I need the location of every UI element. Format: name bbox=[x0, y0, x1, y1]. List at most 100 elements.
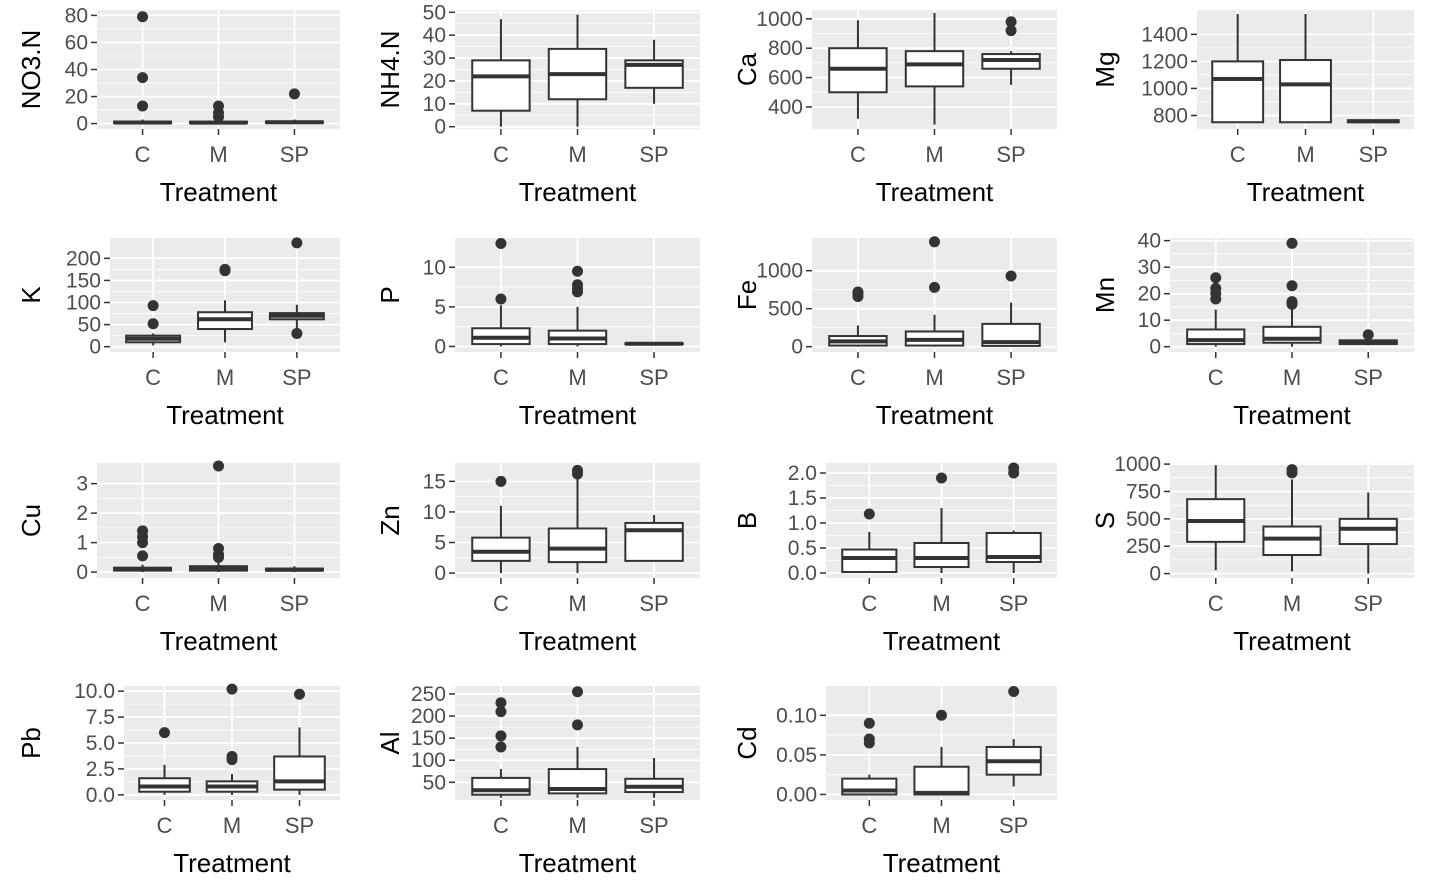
box-m bbox=[547, 686, 608, 798]
outlier-point bbox=[495, 475, 507, 487]
y-axis-title: K bbox=[16, 286, 46, 304]
box-m bbox=[197, 263, 253, 343]
outlier-point bbox=[288, 88, 300, 100]
x-axis-title: Treatment bbox=[160, 626, 278, 656]
box-c bbox=[1211, 14, 1265, 124]
x-tick-label-sp: SP bbox=[1354, 591, 1383, 616]
x-tick-label-m: M bbox=[1296, 142, 1314, 167]
y-tick-label: 1400 bbox=[1141, 23, 1188, 46]
x-tick-label-m: M bbox=[568, 813, 586, 838]
box-sp bbox=[624, 341, 684, 346]
y-tick-label: 20 bbox=[1138, 283, 1161, 306]
outlier-point bbox=[137, 525, 149, 537]
y-tick-label: 30 bbox=[1138, 256, 1161, 279]
outlier-point bbox=[147, 318, 159, 330]
iqr-box bbox=[273, 755, 326, 791]
y-tick-label: 50 bbox=[423, 771, 446, 794]
box-m bbox=[1262, 237, 1322, 347]
outlier-point bbox=[495, 293, 507, 305]
box-sp bbox=[981, 270, 1041, 347]
x-tick-label-c: C bbox=[493, 365, 509, 390]
y-tick-label: 0 bbox=[1149, 336, 1161, 359]
x-tick-label-c: C bbox=[493, 813, 509, 838]
outlier-point bbox=[294, 688, 305, 700]
box-sp bbox=[985, 462, 1042, 573]
y-axis-title: Ca bbox=[732, 52, 762, 86]
box-sp bbox=[1338, 492, 1398, 574]
box-sp bbox=[981, 16, 1041, 85]
x-tick-label-c: C bbox=[157, 813, 173, 838]
outlier-point bbox=[495, 706, 507, 718]
box-c bbox=[471, 697, 531, 798]
iqr-box bbox=[913, 542, 970, 568]
y-tick-label: 20 bbox=[423, 70, 446, 93]
x-tick-label-sp: SP bbox=[996, 142, 1025, 167]
y-tick-label: 2 bbox=[76, 502, 88, 525]
iqr-box bbox=[1338, 517, 1398, 546]
x-axis-title: Treatment bbox=[1233, 400, 1351, 430]
outlier-point bbox=[572, 719, 583, 731]
y-tick-label: 750 bbox=[1126, 480, 1161, 503]
x-axis-title: Treatment bbox=[883, 848, 1001, 878]
iqr-box bbox=[1279, 59, 1332, 124]
y-tick-label: 10 bbox=[423, 256, 446, 279]
chart-panel-cd: 0.00 0.05 0.10 C M SP Treatment Cd bbox=[732, 686, 1057, 878]
x-axis-title: Treatment bbox=[173, 848, 291, 878]
x-tick-label-sp: SP bbox=[639, 813, 668, 838]
box-sp bbox=[985, 686, 1042, 787]
outlier-point bbox=[1005, 16, 1017, 28]
y-tick-label: 40 bbox=[1138, 230, 1161, 253]
box-c bbox=[828, 286, 888, 347]
y-tick-label: 0.00 bbox=[776, 783, 817, 806]
box-sp bbox=[624, 514, 684, 562]
outlier-point bbox=[219, 263, 231, 275]
y-tick-label: 250 bbox=[1126, 535, 1161, 558]
outlier-point bbox=[1286, 464, 1298, 476]
y-tick-label: 0.5 bbox=[788, 537, 817, 560]
x-tick-label-sp: SP bbox=[999, 591, 1028, 616]
box-c bbox=[1186, 272, 1246, 347]
box-m bbox=[189, 460, 248, 573]
box-sp bbox=[273, 688, 326, 795]
x-tick-label-c: C bbox=[493, 142, 509, 167]
x-tick-label-m: M bbox=[568, 365, 586, 390]
outlier-point bbox=[1210, 272, 1222, 284]
y-tick-label: 2.5 bbox=[86, 758, 115, 781]
x-tick-label-m: M bbox=[209, 591, 227, 616]
outlier-point bbox=[213, 100, 224, 112]
x-tick-label-sp: SP bbox=[1354, 365, 1383, 390]
x-tick-label-sp: SP bbox=[639, 142, 668, 167]
y-tick-label: 10.0 bbox=[74, 680, 115, 703]
x-tick-label-c: C bbox=[1230, 142, 1246, 167]
box-c bbox=[841, 508, 898, 573]
outlier-point bbox=[1005, 270, 1017, 282]
x-tick-label-m: M bbox=[925, 142, 943, 167]
outlier-point bbox=[1362, 329, 1374, 341]
x-tick-label-sp: SP bbox=[999, 813, 1028, 838]
box-m bbox=[904, 12, 965, 125]
iqr-box bbox=[471, 536, 531, 562]
outlier-point bbox=[291, 237, 303, 249]
box-m bbox=[904, 236, 965, 347]
y-tick-label: 60 bbox=[65, 31, 88, 54]
y-tick-label: 0 bbox=[434, 562, 446, 585]
x-tick-label-m: M bbox=[216, 365, 234, 390]
outlier-point bbox=[1005, 25, 1017, 37]
x-tick-label-c: C bbox=[135, 142, 151, 167]
box-m bbox=[1279, 14, 1332, 124]
y-tick-label: 50 bbox=[423, 1, 446, 24]
y-tick-label: 0 bbox=[76, 561, 88, 584]
outlier-point bbox=[929, 236, 940, 248]
y-tick-label: 0.10 bbox=[776, 704, 817, 727]
box-m bbox=[1262, 464, 1322, 572]
iqr-box bbox=[547, 527, 608, 564]
x-axis-title: Treatment bbox=[160, 177, 278, 207]
y-tick-label: 800 bbox=[1153, 104, 1188, 127]
iqr-box bbox=[1262, 525, 1322, 556]
x-tick-label-m: M bbox=[223, 813, 241, 838]
outlier-point bbox=[213, 543, 224, 555]
